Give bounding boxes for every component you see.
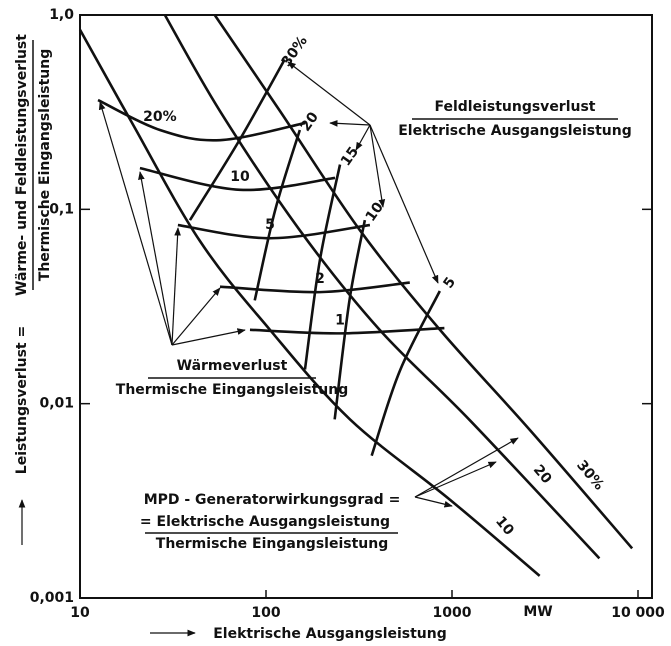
x-tick-label: 1000 bbox=[433, 605, 472, 621]
curve bbox=[213, 14, 634, 550]
y-tick-label: 0,01 bbox=[39, 396, 74, 412]
y-tick-label: 0,1 bbox=[49, 201, 74, 217]
y-axis-label: Thermische Eingangsleistung bbox=[37, 49, 53, 281]
annotation: = Elektrische Ausgangsleistung bbox=[140, 514, 390, 530]
curve bbox=[249, 326, 445, 335]
curve bbox=[219, 281, 410, 294]
curve-label: 10 bbox=[230, 169, 250, 185]
annotation: Thermische Eingangsleistung bbox=[156, 536, 388, 552]
curve-label: 30% bbox=[573, 457, 607, 493]
y-tick-label: 1,0 bbox=[49, 7, 74, 23]
curve-label: 1 bbox=[335, 312, 345, 328]
x-tick-label: 10 bbox=[70, 605, 90, 621]
x-tick-label: 100 bbox=[251, 605, 280, 621]
curve bbox=[177, 223, 371, 240]
curve bbox=[253, 129, 302, 301]
curve-label: 20% bbox=[143, 109, 177, 125]
annotation: Wärmeverlust bbox=[177, 358, 288, 374]
curve-label: 5 bbox=[265, 217, 275, 233]
annotation: Elektrische Ausgangsleistung bbox=[398, 123, 632, 139]
pointer-arrows bbox=[18, 61, 519, 637]
plot-frame bbox=[79, 14, 653, 599]
y-tick-label: 0,001 bbox=[30, 590, 74, 606]
annotation: Thermische Eingangsleistung bbox=[116, 382, 348, 398]
curve bbox=[97, 98, 306, 142]
curve bbox=[303, 164, 342, 370]
curve-label: 20 bbox=[530, 462, 555, 487]
curve-label: 30% bbox=[279, 33, 311, 70]
curve-label: 5 bbox=[440, 274, 459, 291]
curve bbox=[370, 290, 441, 457]
curve-label: 10 bbox=[363, 199, 387, 224]
y-axis-label: Wärme- und Feldleistungsverlust bbox=[14, 34, 30, 296]
curve bbox=[163, 14, 601, 560]
curve-label: 20 bbox=[298, 109, 322, 134]
annotation: MPD - Generatorwirkungsgrad = bbox=[144, 492, 401, 508]
curve-label: 2 bbox=[315, 271, 325, 287]
curve-label: 15 bbox=[338, 144, 362, 169]
annotation: Feldleistungsverlust bbox=[434, 99, 595, 115]
curve-label: 10 bbox=[492, 513, 517, 538]
curve bbox=[78, 29, 541, 577]
y-axis-label: Leistungsverlust = bbox=[14, 326, 30, 474]
x-tick-label: 10 000 bbox=[611, 605, 665, 621]
curve bbox=[333, 219, 367, 420]
x-unit: MW bbox=[523, 604, 552, 620]
x-axis-label: Elektrische Ausgangsleistung bbox=[213, 626, 447, 642]
